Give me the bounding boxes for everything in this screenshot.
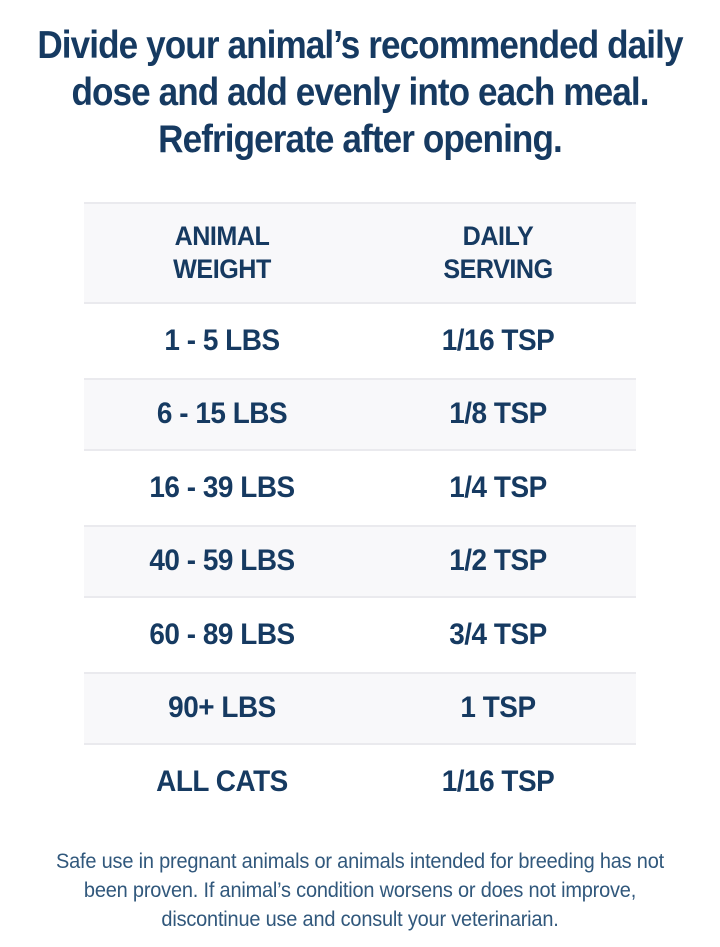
weight-cell: 40 - 59 LBS [149, 544, 295, 578]
weight-cell: 90+ LBS [168, 691, 276, 725]
table-row: 1 - 5 LBS 1/16 TSP [84, 304, 636, 378]
serving-cell: 1 TSP [460, 691, 536, 725]
serving-cell: 1/2 TSP [449, 544, 547, 578]
weight-cell: 1 - 5 LBS [164, 323, 280, 357]
table-row: 90+ LBS 1 TSP [84, 671, 636, 745]
dosing-instructions-heading: Divide your animal’s recommended daily d… [37, 24, 683, 161]
table-header-row: ANIMAL WEIGHT DAILY SERVING [84, 202, 636, 304]
table-row: 6 - 15 LBS 1/8 TSP [84, 377, 636, 451]
weight-cell: 60 - 89 LBS [149, 617, 295, 651]
serving-cell: 1/16 TSP [441, 764, 555, 798]
weight-cell: ALL CATS [156, 764, 288, 798]
serving-cell: 3/4 TSP [449, 617, 547, 651]
table-row: 40 - 59 LBS 1/2 TSP [84, 524, 636, 598]
serving-cell: 1/8 TSP [449, 397, 547, 431]
safety-disclaimer-text: Safe use in pregnant animals or animals … [56, 849, 664, 931]
table-row: ALL CATS 1/16 TSP [84, 745, 636, 819]
dosing-table: ANIMAL WEIGHT DAILY SERVING 1 - 5 LBS 1/… [84, 202, 636, 819]
weight-cell: 6 - 15 LBS [156, 397, 288, 431]
weight-cell: 16 - 39 LBS [149, 470, 295, 504]
column-header-animal-weight: ANIMAL WEIGHT [173, 221, 271, 284]
table-row: 60 - 89 LBS 3/4 TSP [84, 598, 636, 672]
serving-cell: 1/16 TSP [441, 323, 555, 357]
serving-cell: 1/4 TSP [449, 470, 547, 504]
column-header-daily-serving: DAILY SERVING [443, 221, 553, 284]
table-row: 16 - 39 LBS 1/4 TSP [84, 451, 636, 525]
